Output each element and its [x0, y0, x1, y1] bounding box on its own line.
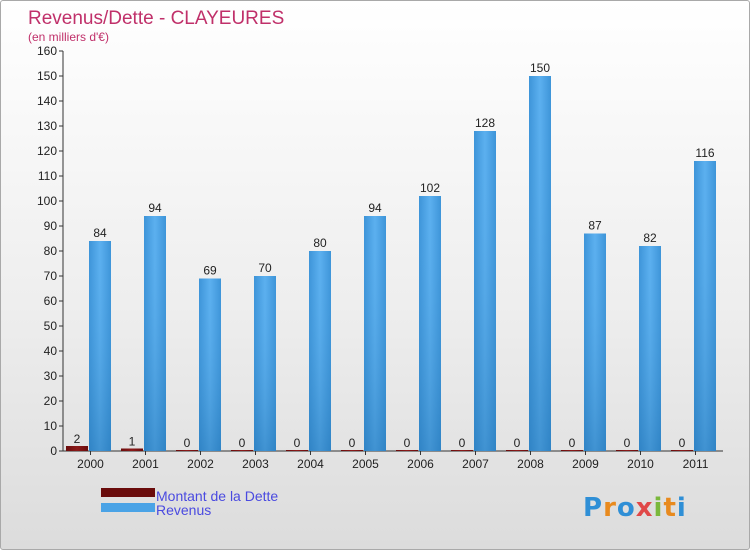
bar-revenus-shade — [419, 196, 441, 451]
legend-swatch-revenus — [101, 503, 155, 512]
y-tick-label: 0 — [50, 444, 57, 458]
data-label-revenus: 84 — [93, 226, 107, 240]
data-label-revenus: 116 — [695, 146, 714, 160]
data-label-dette: 2 — [74, 432, 81, 446]
bar-revenus-shade — [199, 278, 221, 451]
legend-swatch-debt — [101, 488, 155, 497]
x-tick-label: 2008 — [517, 457, 544, 471]
chart-subtitle: (en milliers d'€) — [28, 30, 109, 44]
chart-title: Revenus/Dette - CLAYEURES — [28, 8, 284, 29]
y-tick-label: 10 — [44, 419, 58, 433]
bar-revenus-shade — [364, 216, 386, 451]
bar-montant-de-la-dette — [286, 450, 308, 451]
bar-revenus-shade — [144, 216, 166, 451]
data-label-dette: 0 — [514, 436, 521, 450]
x-tick-label: 2007 — [462, 457, 489, 471]
data-label-revenus: 70 — [258, 261, 272, 275]
bar-montant-de-la-dette — [396, 450, 418, 451]
x-tick-label: 2009 — [572, 457, 599, 471]
data-label-revenus: 82 — [643, 231, 657, 245]
data-label-dette: 0 — [679, 436, 686, 450]
y-tick-label: 160 — [37, 44, 57, 58]
data-labels: 2 84 1 94 0 69 0 70 0 80 0 94 0 102 0 128 0 150 0 87 0 82 0 116 — [74, 61, 715, 450]
data-label-dette: 0 — [184, 436, 191, 450]
y-tick-label: 80 — [44, 244, 58, 258]
x-tick-label: 2000 — [77, 457, 104, 471]
data-label-revenus: 150 — [530, 61, 550, 75]
data-label-revenus: 102 — [420, 181, 440, 195]
data-label-revenus: 94 — [368, 201, 382, 215]
bar-revenus-shade — [584, 233, 606, 451]
y-tick-label: 110 — [38, 169, 57, 183]
bar-montant-de-la-dette — [671, 450, 693, 451]
legend: Montant de la Dette Revenus — [101, 488, 278, 518]
bar-revenus-shade — [694, 161, 716, 451]
data-label-revenus: 94 — [148, 201, 162, 215]
x-tick-label: 2001 — [132, 457, 159, 471]
y-tick-label: 20 — [44, 394, 58, 408]
data-label-dette: 1 — [129, 435, 136, 449]
y-tick-label: 40 — [44, 344, 58, 358]
y-tick-label: 30 — [44, 369, 58, 383]
data-label-dette: 0 — [624, 436, 631, 450]
data-label-dette: 0 — [459, 436, 466, 450]
data-label-dette: 0 — [294, 436, 301, 450]
y-tick-label: 60 — [44, 294, 58, 308]
y-tick-label: 150 — [37, 69, 57, 83]
x-tick-label: 2005 — [352, 457, 379, 471]
bar-montant-de-la-dette — [66, 446, 88, 451]
data-label-dette: 0 — [404, 436, 411, 450]
bar-montant-de-la-dette — [231, 450, 253, 451]
y-tick-label: 50 — [44, 319, 58, 333]
bar-montant-de-la-dette — [451, 450, 473, 451]
bar-montant-de-la-dette — [616, 450, 638, 451]
x-tick-label: 2003 — [242, 457, 269, 471]
data-label-dette: 0 — [569, 436, 576, 450]
bars — [66, 76, 716, 451]
bar-montant-de-la-dette — [561, 450, 583, 451]
data-label-revenus: 69 — [203, 264, 217, 278]
x-tick-label: 2011 — [683, 457, 709, 471]
data-label-dette: 0 — [349, 436, 356, 450]
y-tick-label: 140 — [37, 94, 57, 108]
bar-montant-de-la-dette — [341, 450, 363, 451]
bar-montant-de-la-dette — [506, 450, 528, 451]
legend-label-revenus: Revenus — [156, 502, 211, 518]
bar-revenus-shade — [639, 246, 661, 451]
x-tick-label: 2004 — [297, 457, 324, 471]
data-label-revenus: 87 — [588, 219, 602, 233]
bar-revenus-shade — [309, 251, 331, 451]
bar-revenus-shade — [89, 241, 111, 451]
proxiti-logo-text: Proxiti — [583, 493, 687, 523]
bar-revenus-shade — [254, 276, 276, 451]
bar-montant-de-la-dette — [121, 448, 143, 451]
x-tick-label: 2010 — [627, 457, 654, 471]
x-tick-labels: 2000 2001 2002 2003 2004 2005 2006 2007 2008 2009… — [77, 451, 709, 471]
y-tick-label: 130 — [37, 119, 57, 133]
y-tick-label: 120 — [37, 144, 57, 158]
bar-revenus-shade — [529, 76, 551, 451]
proxiti-logo: Proxiti — [583, 493, 687, 523]
y-tick-label: 70 — [44, 269, 58, 283]
y-tick-label: 90 — [44, 219, 58, 233]
y-tick-label: 100 — [37, 194, 57, 208]
bar-revenus-shade — [474, 131, 496, 451]
x-tick-label: 2002 — [187, 457, 214, 471]
data-label-revenus: 128 — [475, 116, 495, 130]
x-tick-label: 2006 — [407, 457, 434, 471]
data-label-revenus: 80 — [313, 236, 327, 250]
legend-label-debt: Montant de la Dette — [156, 488, 278, 504]
data-label-dette: 0 — [239, 436, 246, 450]
bar-montant-de-la-dette — [176, 450, 198, 451]
